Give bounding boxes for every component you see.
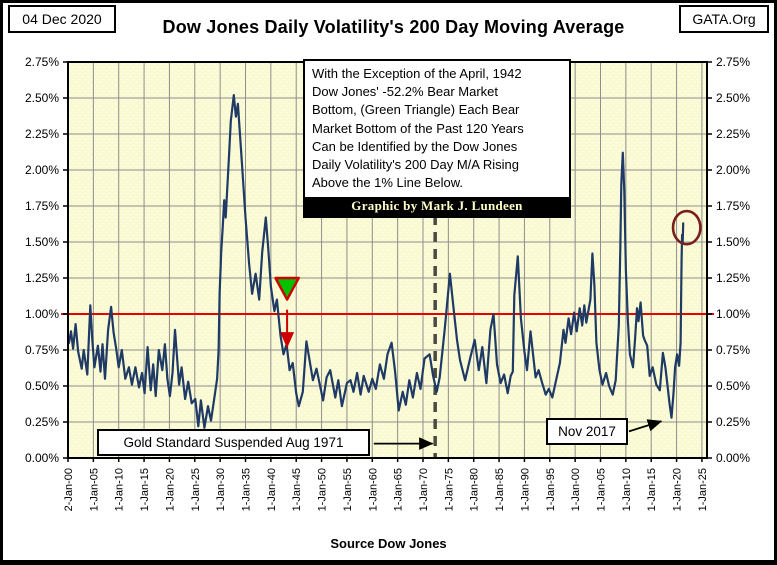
y-axis-label-right: 1.00%	[716, 307, 750, 321]
x-axis-label: 1-Jan-10	[114, 468, 126, 511]
x-axis-label: 1-Jan-25	[190, 468, 202, 511]
y-axis-label-right: 0.50%	[716, 379, 750, 393]
x-axis-label: 1-Jan-45	[291, 468, 303, 511]
x-axis-label: 1-Jan-15	[139, 468, 151, 511]
x-axis-label: 1-Jan-85	[494, 468, 506, 511]
explanation-note-text: With the Exception of the April, 1942 Do…	[312, 66, 524, 191]
explanation-note-box: With the Exception of the April, 1942 Do…	[303, 59, 571, 219]
y-axis-label-left: 1.75%	[25, 199, 59, 213]
date-box: 04 Dec 2020	[8, 5, 116, 33]
y-axis-label-left: 2.50%	[25, 91, 59, 105]
gold-standard-callout: Gold Standard Suspended Aug 1971	[97, 429, 370, 456]
x-axis-label: 1-Jan-30	[215, 468, 227, 511]
y-axis-label-right: 0.00%	[716, 451, 750, 465]
x-axis-label: 1-Jan-05	[88, 468, 100, 511]
y-axis-label-left: 0.25%	[25, 415, 59, 429]
x-axis-label: 1-Jan-00	[570, 468, 582, 511]
x-axis-label: 1-Jan-20	[164, 468, 176, 511]
y-axis-label-right: 2.75%	[716, 55, 750, 69]
y-axis-label-left: 2.75%	[25, 55, 59, 69]
y-axis-label-left: 1.50%	[25, 235, 59, 249]
x-axis-label: 1-Jan-65	[393, 468, 405, 511]
y-axis-label-left: 1.25%	[25, 271, 59, 285]
x-axis-label: 1-Jan-90	[519, 468, 531, 511]
x-axis-label: 1-Jan-55	[342, 468, 354, 511]
x-axis-label: 1-Jan-15	[646, 468, 658, 511]
x-axis-label: 1-Jan-60	[367, 468, 379, 511]
y-axis-label-right: 1.50%	[716, 235, 750, 249]
axis-labels: 0.00% 0.00% 0.25% 0.25% 0.50% 0.50% 0.75% 0.75%…	[25, 55, 750, 511]
x-axis-label: 1-Jan-80	[469, 468, 481, 511]
y-axis-label-right: 2.00%	[716, 163, 750, 177]
y-axis-label-right: 1.75%	[716, 199, 750, 213]
y-axis-label-left: 1.00%	[25, 307, 59, 321]
nov-2017-callout: Nov 2017	[546, 418, 628, 445]
volatility-series-line	[67, 93, 685, 429]
y-axis-label-right: 0.75%	[716, 343, 750, 357]
nov-2017-arrow	[628, 419, 663, 433]
y-axis-label-left: 2.00%	[25, 163, 59, 177]
x-axis-label: 1-Jan-95	[545, 468, 557, 511]
y-axis-label-left: 0.50%	[25, 379, 59, 393]
x-axis-label: 2-Jan-00	[63, 468, 75, 511]
y-axis-label-right: 2.25%	[716, 127, 750, 141]
page-title: Dow Jones Daily Volatility's 200 Day Mov…	[162, 17, 625, 37]
x-axis-label: 1-Jan-05	[596, 468, 608, 511]
gold-standard-label: Gold Standard Suspended Aug 1971	[123, 435, 344, 450]
nov-2017-label: Nov 2017	[558, 424, 616, 439]
x-axis-label: 1-Jan-50	[317, 468, 329, 511]
green-triangle-marker	[274, 276, 300, 301]
org-box: GATA.Org	[679, 5, 769, 33]
x-axis-label: 1-Jan-75	[443, 468, 455, 511]
x-axis-label: 1-Jan-20	[672, 468, 684, 511]
source-label: Source Dow Jones	[330, 536, 447, 551]
y-axis-label-right: 1.25%	[716, 271, 750, 285]
x-axis-label: 1-Jan-35	[241, 468, 253, 511]
date-label: 04 Dec 2020	[22, 11, 102, 27]
spike-highlight-ellipse	[671, 209, 702, 246]
x-axis-label: 1-Jan-25	[697, 468, 709, 511]
y-axis-label-left: 0.75%	[25, 343, 59, 357]
graphic-credit-banner: Graphic by Mark J. Lundeen	[305, 197, 569, 217]
x-axis-label: 1-Jan-40	[266, 468, 278, 511]
y-axis-label-right: 0.25%	[716, 415, 750, 429]
x-axis-label: 1-Jan-70	[418, 468, 430, 511]
org-label: GATA.Org	[692, 11, 756, 27]
x-axis-label: 1-Jan-10	[621, 468, 633, 511]
y-axis-label-left: 0.00%	[25, 451, 59, 465]
y-axis-label-right: 2.50%	[716, 91, 750, 105]
y-axis-label-left: 2.25%	[25, 127, 59, 141]
